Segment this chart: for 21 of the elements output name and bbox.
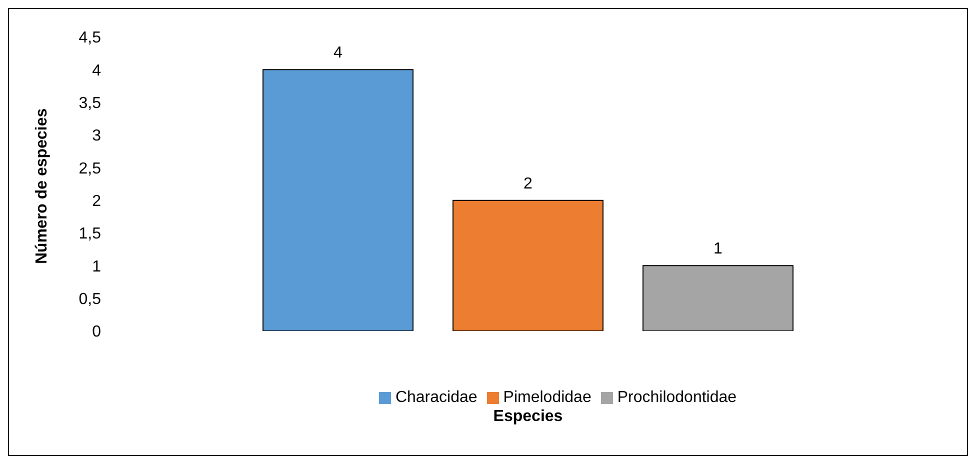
y-tick-label: 1 <box>92 258 102 276</box>
bar <box>262 69 414 331</box>
x-axis-title: Especies <box>493 408 563 425</box>
data-label: 4 <box>334 44 343 62</box>
y-tick-label: 4,5 <box>78 30 102 47</box>
y-tick-label: 0,5 <box>78 291 102 308</box>
y-tick-label: 4 <box>92 62 102 80</box>
data-label: 1 <box>714 240 723 258</box>
y-tick-label: 3,5 <box>78 95 102 112</box>
legend-label: Characidae <box>395 389 478 406</box>
y-tick-label: 2 <box>92 193 102 210</box>
bar <box>452 200 604 331</box>
y-tick-label: 2,5 <box>78 160 102 178</box>
y-axis-title: Número de especies <box>34 108 51 264</box>
data-label: 2 <box>524 175 533 192</box>
legend-label: Prochilodontidae <box>617 389 737 406</box>
y-tick-label: 3 <box>92 128 102 145</box>
legend-label: Pimelodidae <box>503 389 592 406</box>
bar <box>642 265 794 331</box>
y-tick-label: 1,5 <box>78 226 102 243</box>
y-tick-label: 0 <box>92 324 102 341</box>
